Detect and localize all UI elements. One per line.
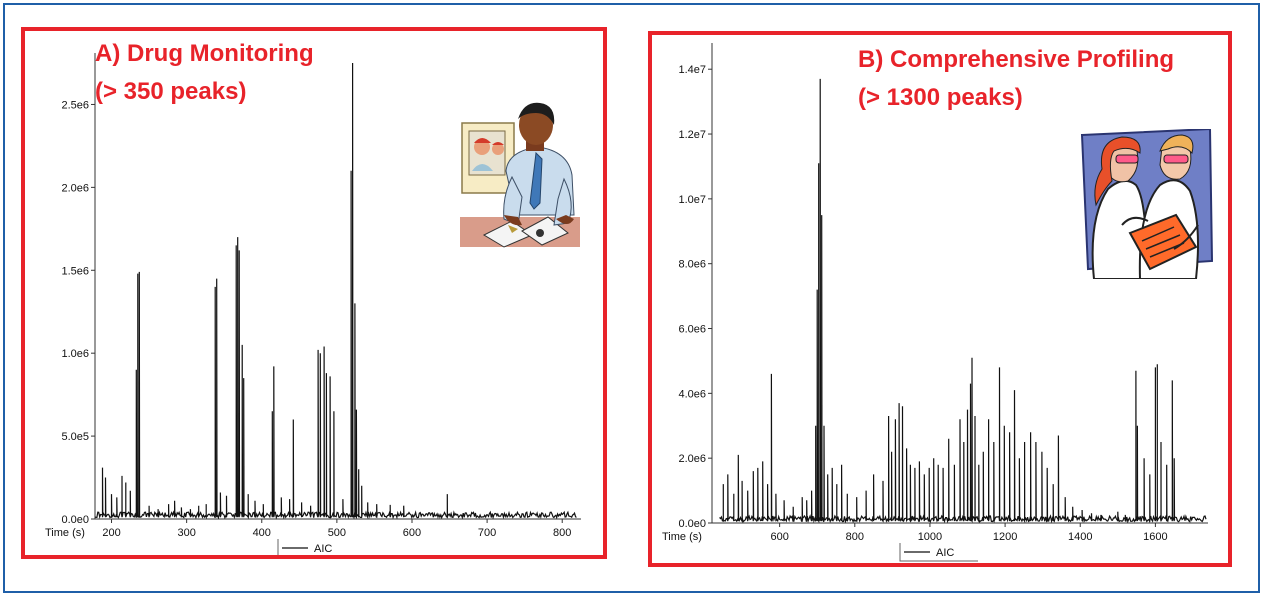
y-tick-label: 8.0e6 bbox=[678, 259, 706, 271]
x-tick-label: 1600 bbox=[1143, 531, 1167, 543]
man-reviewing-photos-icon bbox=[460, 102, 580, 248]
y-tick-label: 1.0e6 bbox=[61, 348, 89, 360]
legend-label: AIC bbox=[936, 547, 954, 559]
y-tick-label: 1.5e6 bbox=[61, 265, 89, 277]
y-tick-label: 0.0e0 bbox=[61, 514, 89, 526]
x-tick-label: 800 bbox=[846, 531, 864, 543]
chart-drug-monitoring: 0.0e0 5.0e5 1.0e6 1.5e6 2.0e6 2.5e6 200 300 400 5… bbox=[45, 53, 581, 555]
y-tick-label: 2.0e6 bbox=[61, 182, 89, 194]
x-tick-label: 700 bbox=[478, 527, 496, 539]
series-line-aic bbox=[94, 62, 577, 520]
x-tick-label: 1400 bbox=[1068, 531, 1092, 543]
x-tick-label: 500 bbox=[328, 527, 346, 539]
panel-b-heading-line2: (> 1300 peaks) bbox=[858, 84, 1023, 111]
x-tick-label: 1000 bbox=[918, 531, 942, 543]
x-axis-label: Time (s) bbox=[45, 527, 85, 539]
y-tick-label: 0.0e0 bbox=[678, 518, 706, 530]
x-tick-label: 600 bbox=[770, 531, 788, 543]
y-tick-label: 2.5e6 bbox=[61, 99, 89, 111]
legend-frame bbox=[899, 543, 978, 562]
y-tick-label: 5.0e5 bbox=[61, 431, 89, 443]
y-tick-label: 1.4e7 bbox=[678, 64, 706, 76]
y-tick-label: 1.0e7 bbox=[678, 194, 706, 206]
panel-comprehensive-profiling: 0.0e0 2.0e6 4.0e6 6.0e6 8.0e6 1.0e7 1.2e7 1.4e7… bbox=[648, 31, 1232, 567]
x-tick-label: 200 bbox=[102, 527, 120, 539]
y-tick-label: 6.0e6 bbox=[678, 324, 706, 336]
outer-frame bbox=[3, 3, 1260, 593]
legend-frame bbox=[277, 539, 279, 555]
panel-a-heading-line2: (> 350 peaks) bbox=[95, 78, 247, 105]
x-tick-label: 400 bbox=[253, 527, 271, 539]
x-tick-label: 600 bbox=[403, 527, 421, 539]
series-line-aic bbox=[719, 78, 1207, 524]
x-tick-label: 1200 bbox=[993, 531, 1017, 543]
panel-drug-monitoring: 0.0e0 5.0e5 1.0e6 1.5e6 2.0e6 2.5e6 200 300 400 5… bbox=[21, 27, 607, 559]
x-tick-label: 300 bbox=[177, 527, 195, 539]
y-tick-label: 4.0e6 bbox=[678, 388, 706, 400]
x-axis-label: Time (s) bbox=[662, 531, 702, 543]
chart-comprehensive-profiling: 0.0e0 2.0e6 4.0e6 6.0e6 8.0e6 1.0e7 1.2e7 1.4e7… bbox=[662, 43, 1208, 562]
x-tick-label: 800 bbox=[553, 527, 571, 539]
y-tick-label: 2.0e6 bbox=[678, 453, 706, 465]
legend-label: AIC bbox=[314, 543, 332, 555]
panel-b-heading-line1: B) Comprehensive Profiling bbox=[858, 46, 1175, 73]
two-scientists-icon bbox=[1080, 129, 1214, 279]
y-tick-label: 1.2e7 bbox=[678, 129, 706, 141]
panel-a-heading-line1: A) Drug Monitoring bbox=[95, 40, 314, 67]
